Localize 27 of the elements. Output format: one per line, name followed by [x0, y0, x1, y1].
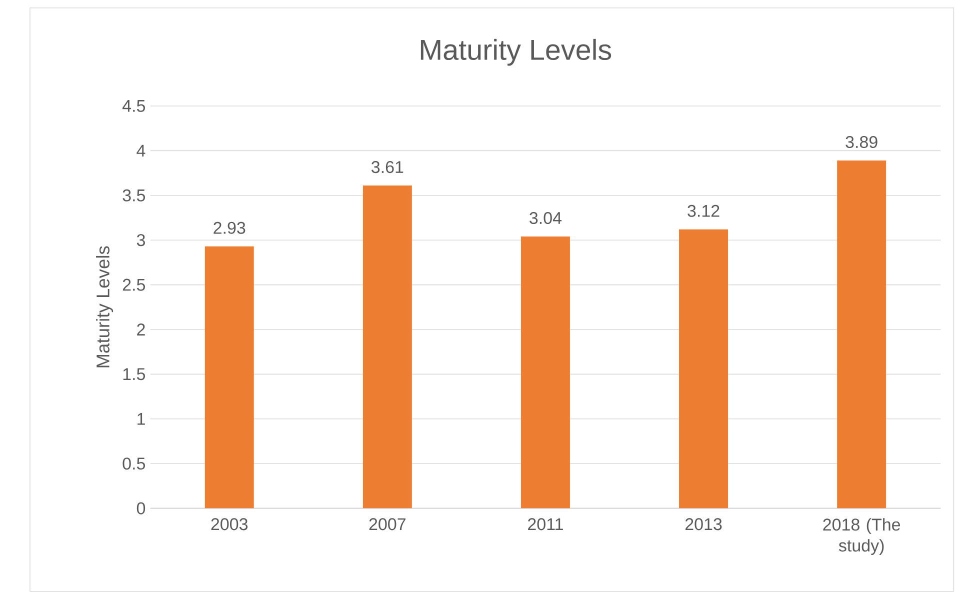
data-label: 3.12: [688, 204, 720, 218]
data-label: 3.61: [372, 161, 404, 174]
y-tick-label: 0: [136, 502, 146, 514]
y-tick-label: 1.5: [123, 368, 145, 380]
bar: [204, 246, 254, 508]
y-axis-title: Maturity Levels: [96, 246, 114, 368]
bar: [362, 186, 412, 508]
y-tick-label: 3: [136, 234, 145, 246]
chart-title: Maturity Levels: [420, 39, 612, 66]
x-tick-label: 2007: [369, 518, 406, 530]
y-tick-label: 2: [137, 324, 145, 336]
y-tick-label: 2.5: [122, 278, 145, 291]
y-tick-label: 0.5: [122, 458, 145, 470]
x-tick-label: 2003: [211, 518, 248, 530]
bar: [837, 160, 886, 508]
data-label: 2.93: [214, 222, 246, 234]
y-tick-label: 3.5: [122, 190, 145, 202]
data-label: 3.89: [846, 136, 878, 148]
y-tick-label: 4: [136, 144, 146, 157]
bar: [520, 236, 570, 508]
y-tick-label: 1: [138, 413, 145, 425]
x-tick-label: 2011: [528, 518, 563, 530]
x-tick-label: 2013: [685, 518, 722, 530]
data-label: 3.04: [530, 212, 562, 224]
y-tick-label: 4.5: [122, 100, 145, 112]
x-tick-label: 2018 (The study): [823, 518, 900, 556]
bar: [679, 230, 728, 508]
